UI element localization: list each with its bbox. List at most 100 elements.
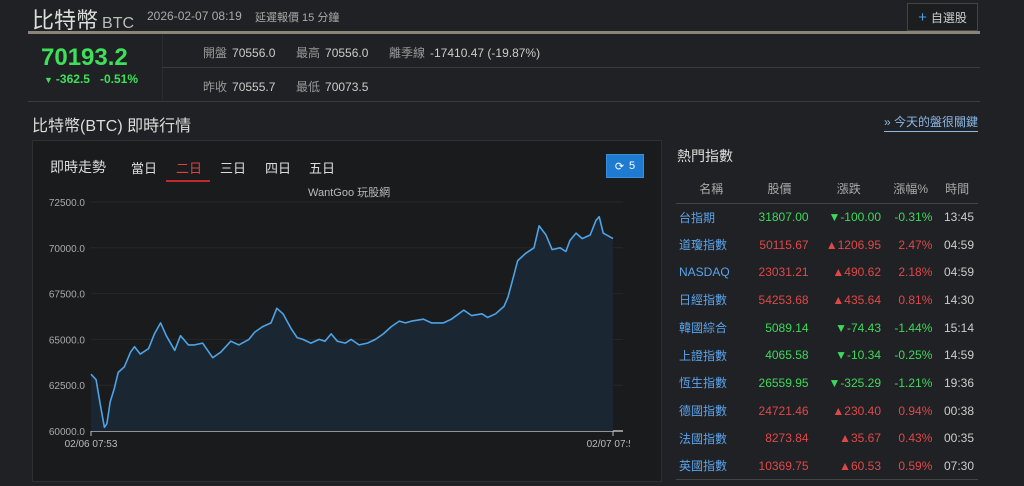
- table-row[interactable]: 台指期 31807.00 ▼-100.00 -0.31% 13:45: [676, 203, 978, 231]
- stat-high: 最高 70556.0: [296, 44, 368, 61]
- table-header: 名稱 股價 漲跌 漲幅% 時間: [676, 174, 978, 204]
- col-change: 漲跌: [812, 174, 886, 204]
- chart-credit: WantGoo 玩股網: [308, 187, 391, 199]
- section-title: 比特幣(BTC) 即時行情: [32, 118, 192, 135]
- timestamp: 2026-02-07 08:19: [147, 9, 242, 23]
- table-row[interactable]: 英國指數 10369.75 ▲60.53 0.59% 07:30: [676, 452, 978, 481]
- stat-open: 開盤 70556.0: [203, 44, 275, 61]
- refresh-count: 5: [629, 160, 636, 172]
- index-time: 15:14: [943, 320, 974, 335]
- table-row[interactable]: 恆生指數 26559.95 ▼-325.29 -1.21% 19:36: [676, 369, 978, 397]
- index-pct: -1.21%: [894, 375, 933, 390]
- index-time: 04:59: [943, 265, 974, 280]
- index-name[interactable]: 恆生指數: [679, 376, 728, 391]
- price-line: [90, 215, 614, 429]
- table-row[interactable]: 德國指數 24721.46 ▲230.40 0.94% 00:38: [676, 397, 978, 425]
- y-tick-label: 62500.0: [49, 381, 86, 392]
- divider: [28, 101, 980, 102]
- header-divider: [28, 31, 980, 34]
- table-row[interactable]: NASDAQ 23031.21 ▲490.62 2.18% 04:59: [676, 258, 978, 286]
- asset-name: 比特幣: [32, 8, 99, 33]
- stat-season-line: 離季線 -17410.47 (-19.87%): [389, 44, 540, 61]
- tab-4day[interactable]: 四日: [265, 161, 292, 176]
- index-name[interactable]: 英國指數: [676, 452, 747, 481]
- index-change: ▼-100.00: [828, 210, 882, 225]
- stat-label: 最低: [296, 80, 321, 94]
- index-change: ▼-325.29: [828, 375, 882, 390]
- add-watchlist-button[interactable]: + 自選股: [907, 3, 978, 31]
- refresh-button[interactable]: ⟳ 5: [606, 154, 644, 178]
- index-pct: -1.44%: [894, 320, 933, 335]
- divider: [162, 67, 980, 68]
- tab-3day[interactable]: 三日: [220, 161, 247, 176]
- price-area: [91, 216, 613, 431]
- index-change: ▲490.62: [832, 265, 882, 280]
- active-tab-indicator: [166, 180, 210, 182]
- tab-5day[interactable]: 五日: [309, 161, 336, 176]
- stat-value: 70555.7: [232, 80, 276, 94]
- delay-note: 延遲報價 15 分鐘: [255, 12, 340, 24]
- triangle-down-icon: ▼: [44, 75, 53, 85]
- index-name[interactable]: 德國指數: [679, 404, 728, 419]
- index-name[interactable]: 日經指數: [679, 293, 728, 308]
- index-time: 04:59: [943, 237, 974, 252]
- index-change: ▲60.53: [812, 452, 886, 481]
- chart-title: 即時走勢: [50, 159, 106, 175]
- hot-indices-title: 熱門指數: [677, 148, 733, 164]
- col-name: 名稱: [676, 174, 747, 204]
- index-pct: 2.18%: [898, 265, 933, 280]
- index-change: ▼-10.34: [835, 348, 882, 363]
- last-price: 70193.2: [41, 44, 128, 71]
- index-price: 8273.84: [765, 431, 809, 446]
- index-time: 13:45: [943, 210, 974, 225]
- y-tick-label: 60000.0: [49, 427, 86, 438]
- index-time: 14:59: [943, 348, 974, 363]
- index-pct: 0.43%: [898, 431, 933, 446]
- col-time: 時間: [936, 174, 978, 204]
- index-name[interactable]: 道瓊指數: [679, 238, 728, 253]
- change-value: -362.5: [55, 72, 90, 86]
- stat-label: 昨收: [203, 80, 228, 94]
- index-price: 5089.14: [765, 320, 809, 335]
- index-name[interactable]: 上證指數: [679, 348, 728, 363]
- index-time: 07:30: [936, 452, 978, 481]
- index-name[interactable]: NASDAQ: [679, 265, 730, 280]
- stat-value: 70073.5: [325, 80, 369, 94]
- hot-indices-table: 名稱 股價 漲跌 漲幅% 時間 台指期 31807.00 ▼-100.00 -0.31…: [676, 174, 978, 481]
- index-pct: 0.94%: [898, 403, 933, 418]
- index-price: 23031.21: [758, 265, 809, 280]
- index-price: 24721.46: [758, 403, 809, 418]
- index-pct: 2.47%: [898, 237, 933, 252]
- index-change: ▲230.40: [832, 403, 882, 418]
- index-price: 50115.67: [759, 237, 809, 252]
- index-price: 31807.00: [758, 210, 809, 225]
- index-pct: -0.31%: [894, 210, 933, 225]
- stat-prev-close: 昨收 70555.7: [203, 78, 275, 95]
- index-name[interactable]: 韓國綜合: [679, 321, 728, 336]
- table-row[interactable]: 韓國綜合 5089.14 ▼-74.43 -1.44% 15:14: [676, 314, 978, 342]
- index-price: 26559.95: [758, 375, 809, 390]
- index-time: 14:30: [943, 292, 974, 307]
- tab-2day[interactable]: 二日: [176, 161, 203, 176]
- change-percent: -0.51%: [99, 72, 138, 86]
- tab-1day[interactable]: 當日: [131, 161, 158, 176]
- x-tick-label: 02/07 07:54: [587, 439, 630, 450]
- y-tick-label: 67500.0: [49, 290, 86, 301]
- index-name[interactable]: 法國指數: [679, 431, 728, 446]
- table-row[interactable]: 法國指數 8273.84 ▲35.67 0.43% 00:35: [676, 425, 978, 453]
- index-price: 54253.68: [758, 292, 809, 307]
- stat-value: 70556.0: [325, 46, 369, 60]
- table-row[interactable]: 道瓊指數 50115.67 ▲1206.95 2.47% 04:59: [676, 231, 978, 259]
- add-watchlist-label: 自選股: [930, 10, 967, 25]
- index-change: ▼-74.43: [835, 320, 882, 335]
- table-row[interactable]: 日經指數 54253.68 ▲435.64 0.81% 14:30: [676, 286, 978, 314]
- index-change: ▲35.67: [839, 431, 882, 446]
- plus-icon: +: [918, 8, 927, 26]
- page-title: 比特幣 BTC: [32, 3, 134, 35]
- stat-label: 最高: [296, 46, 321, 60]
- index-pct: -0.25%: [894, 348, 933, 363]
- index-time: 00:35: [943, 431, 974, 446]
- index-name[interactable]: 台指期: [679, 210, 716, 225]
- table-row[interactable]: 上證指數 4065.58 ▼-10.34 -0.25% 14:59: [676, 341, 978, 369]
- news-link[interactable]: » 今天的盤很關鍵: [884, 113, 979, 132]
